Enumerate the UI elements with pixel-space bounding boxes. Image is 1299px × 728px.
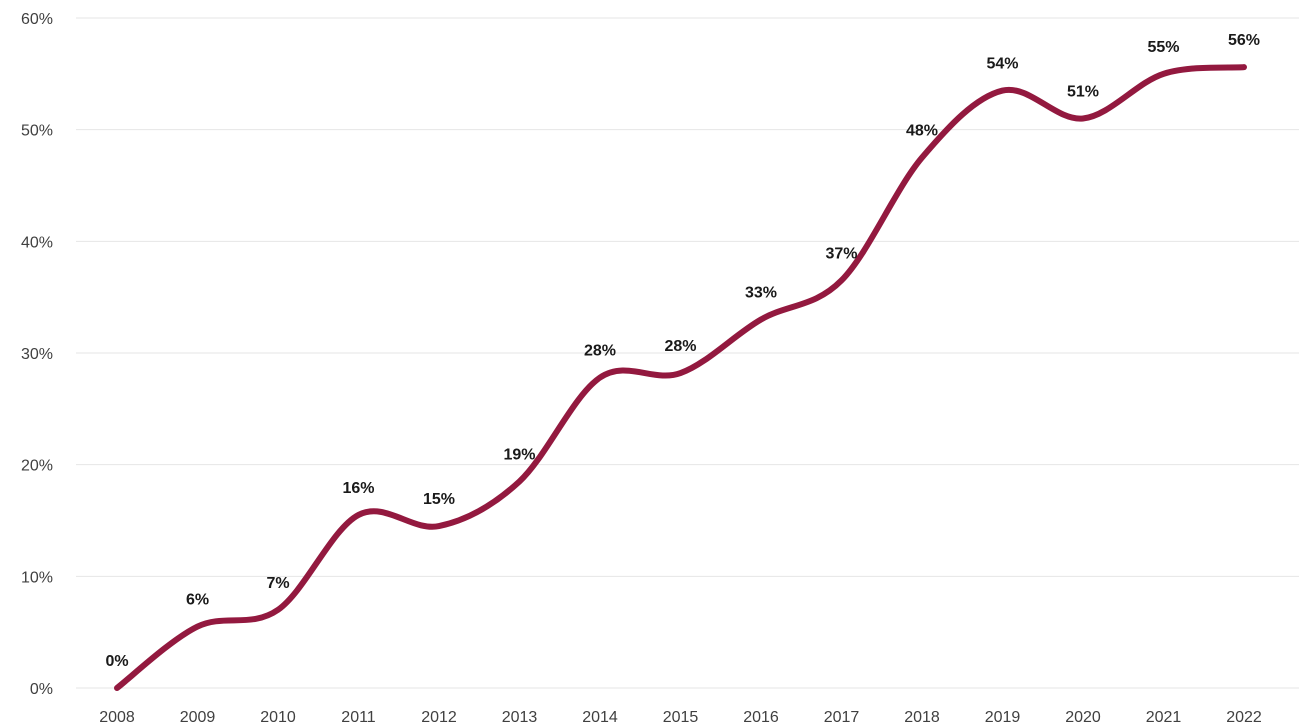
gridlines [76, 17, 1299, 689]
y-tick-label: 10% [21, 569, 53, 586]
data-label: 56% [1228, 32, 1260, 49]
y-tick-label: 0% [30, 681, 53, 698]
data-label: 55% [1147, 39, 1179, 56]
y-tick-label: 40% [21, 234, 53, 251]
data-label: 19% [503, 446, 535, 463]
x-tick-label: 2018 [904, 709, 940, 726]
data-label: 7% [266, 575, 289, 592]
data-label: 6% [186, 592, 209, 609]
data-label: 37% [825, 245, 857, 262]
data-label: 48% [906, 123, 938, 140]
x-tick-label: 2009 [180, 709, 216, 726]
x-tick-label: 2012 [421, 709, 457, 726]
series-line [114, 64, 1247, 691]
x-tick-label: 2015 [663, 709, 699, 726]
x-tick-label: 2022 [1226, 709, 1262, 726]
data-labels: 0% 6% 7% 16% 15% 19% 28% 28% 33% 37% 48% 54% 51% 55% 5… [105, 32, 1260, 670]
data-label: 28% [584, 343, 616, 360]
data-label: 54% [986, 56, 1018, 73]
y-axis-ticks: 0% 10% 20% 30% 40% 50% 60% [21, 11, 53, 698]
x-tick-label: 2021 [1146, 709, 1182, 726]
series-layer [114, 64, 1247, 691]
x-tick-label: 2011 [341, 709, 376, 726]
data-label: 28% [664, 338, 696, 355]
x-tick-label: 2014 [582, 709, 618, 726]
y-tick-label: 30% [21, 346, 53, 363]
x-tick-label: 2008 [99, 709, 135, 726]
data-label: 51% [1067, 84, 1099, 101]
x-tick-label: 2010 [260, 709, 296, 726]
x-tick-label: 2020 [1065, 709, 1101, 726]
data-label: 33% [745, 285, 777, 302]
x-tick-label: 2019 [985, 709, 1021, 726]
data-label: 16% [342, 480, 374, 497]
x-axis-ticks: 2008 2009 2010 2011 2012 2013 2014 2015 2016 2017… [99, 709, 1262, 726]
x-tick-label: 2016 [743, 709, 779, 726]
data-label: 15% [423, 491, 455, 508]
y-tick-label: 60% [21, 11, 53, 28]
x-tick-label: 2013 [502, 709, 538, 726]
y-tick-label: 20% [21, 458, 53, 475]
data-label: 0% [105, 653, 128, 670]
y-tick-label: 50% [21, 123, 53, 140]
x-tick-label: 2017 [824, 709, 860, 726]
